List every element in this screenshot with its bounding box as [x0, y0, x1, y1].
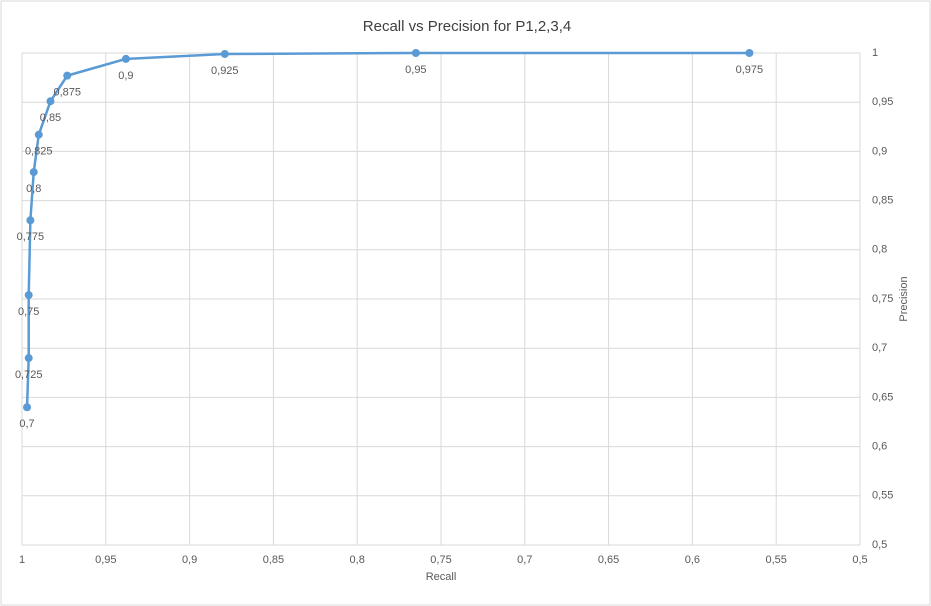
- chart-title: Recall vs Precision for P1,2,3,4: [363, 18, 571, 35]
- point-label: 0,85: [40, 112, 61, 124]
- x-axis-title: Recall: [426, 571, 457, 583]
- point-label: 0,75: [18, 306, 39, 318]
- data-point: [220, 49, 229, 58]
- point-label: 0,975: [736, 64, 764, 76]
- y-tick-label: 0,8: [872, 244, 887, 256]
- y-axis-title: Precision: [898, 276, 910, 321]
- series-line: [25, 51, 750, 408]
- data-point: [26, 216, 35, 225]
- data-point: [23, 403, 32, 412]
- x-tick-label: 0,65: [598, 554, 619, 566]
- data-point: [121, 54, 130, 63]
- y-tick-label: 0,5: [872, 539, 887, 551]
- data-point: [29, 168, 38, 177]
- x-tick-label: 0,75: [430, 554, 451, 566]
- point-label: 0,925: [211, 65, 239, 77]
- point-label: 0,9: [118, 70, 133, 82]
- point-label: 0,8: [26, 183, 41, 195]
- x-tick-label: 0,55: [765, 554, 786, 566]
- y-tick-label: 0,55: [872, 490, 893, 502]
- y-tick-label: 0,65: [872, 391, 893, 403]
- data-point: [24, 291, 33, 300]
- x-tick-label: 0,7: [517, 554, 532, 566]
- data-point: [63, 71, 72, 80]
- point-label: 0,7: [19, 418, 34, 430]
- x-tick-label: 0,85: [263, 554, 284, 566]
- y-tick-label: 0,85: [872, 195, 893, 207]
- point-label: 0,875: [53, 87, 81, 99]
- y-tick-label: 1: [872, 47, 878, 59]
- x-tick-label: 0,95: [95, 554, 116, 566]
- data-point: [24, 354, 33, 363]
- point-label: 0,825: [25, 146, 53, 158]
- x-tick-label: 0,6: [685, 554, 700, 566]
- x-tick-label: 0,8: [350, 554, 365, 566]
- y-tick-label: 0,9: [872, 145, 887, 157]
- y-tick-label: 0,7: [872, 342, 887, 354]
- point-label: 0,775: [17, 231, 45, 243]
- y-tick-label: 0,75: [872, 293, 893, 305]
- x-tick-label: 0,5: [852, 554, 867, 566]
- data-point: [411, 49, 420, 57]
- point-label: 0,95: [405, 64, 426, 76]
- y-tick-label: 0,95: [872, 96, 893, 108]
- y-tick-label: 0,6: [872, 441, 887, 453]
- data-point: [34, 130, 43, 139]
- data-point: [46, 97, 55, 106]
- x-tick-label: 1: [19, 554, 25, 566]
- x-tick-label: 0,9: [182, 554, 197, 566]
- data-point: [745, 49, 754, 57]
- point-label: 0,725: [15, 369, 43, 381]
